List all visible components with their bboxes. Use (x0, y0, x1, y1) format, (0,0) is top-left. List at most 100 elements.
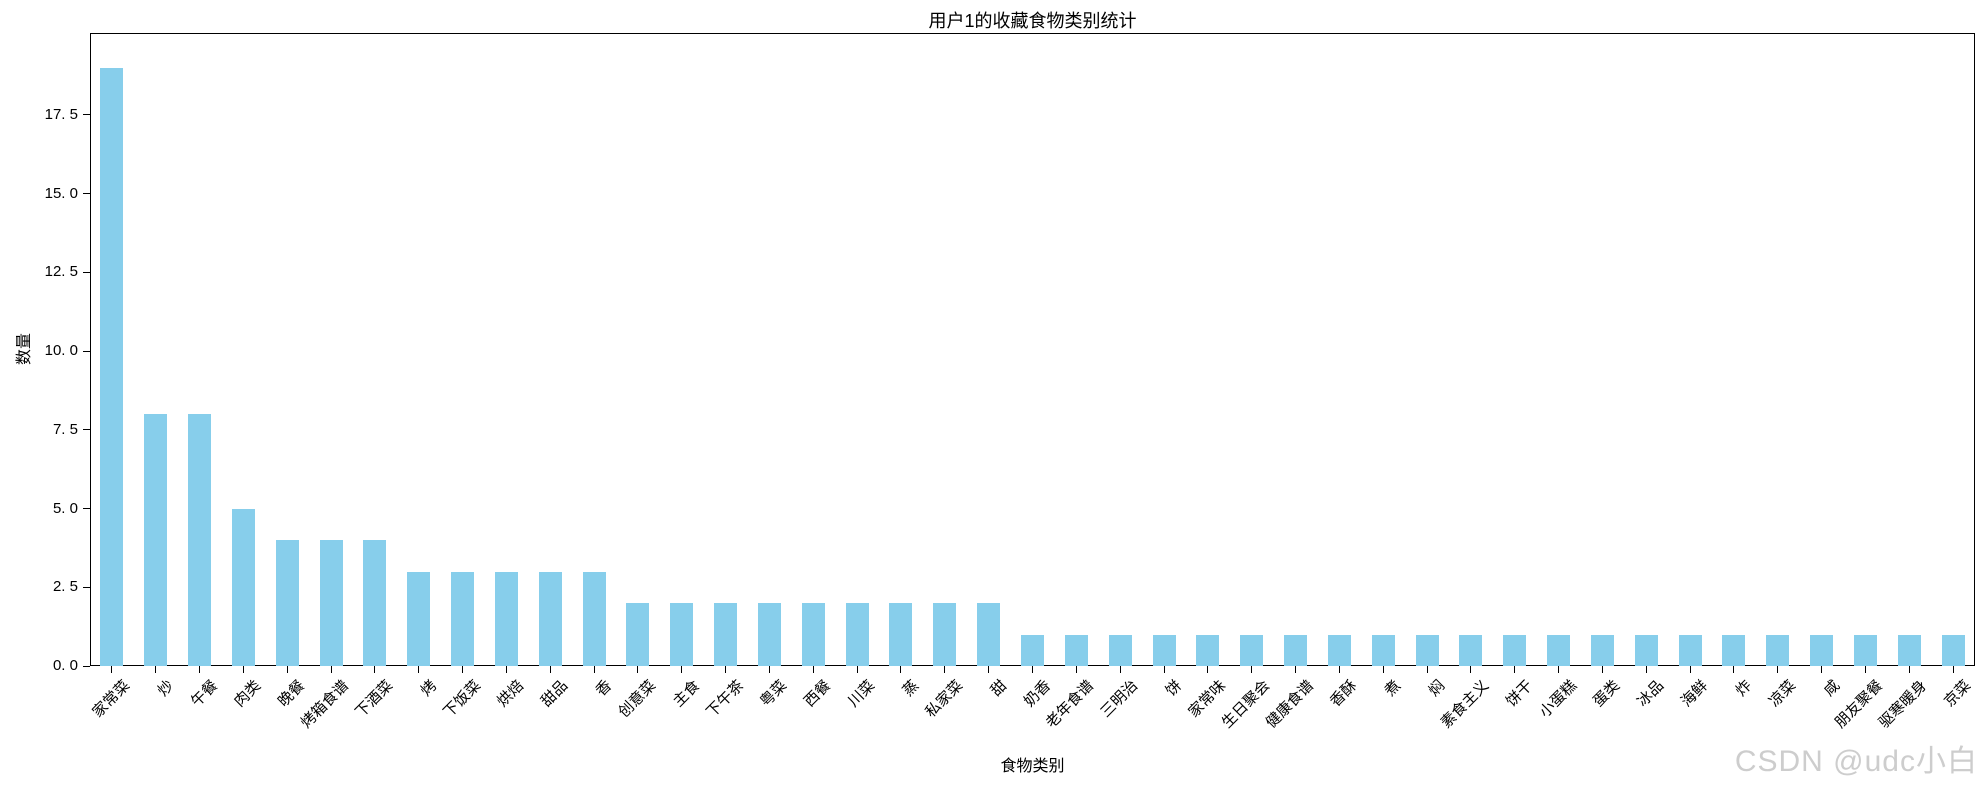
x-tick-label: 烤 (417, 677, 440, 700)
bar (1853, 634, 1877, 666)
x-tick-mark (1119, 666, 1121, 673)
x-tick-mark (944, 666, 946, 673)
bar (363, 540, 387, 666)
x-tick-mark (1382, 666, 1384, 673)
bar (1766, 634, 1790, 666)
bar (1021, 634, 1044, 666)
x-tick-label: 京菜 (1940, 677, 1975, 711)
x-tick-mark (549, 666, 551, 673)
y-tick-label: 7. 5 (52, 420, 78, 438)
x-tick-mark (330, 666, 332, 673)
x-tick-label: 香酥 (1327, 677, 1361, 711)
x-tick-mark (1295, 666, 1297, 673)
y-tick-mark (83, 271, 90, 273)
x-tick-label: 凉菜 (1765, 677, 1799, 711)
y-tick-label: 15. 0 (44, 184, 78, 202)
x-tick-mark (1207, 666, 1209, 673)
y-tick-mark (83, 508, 90, 510)
x-tick-label: 私家菜 (922, 677, 966, 721)
bar (1503, 634, 1527, 666)
bar (231, 508, 255, 666)
x-tick-mark (1558, 666, 1560, 673)
x-tick-mark (637, 666, 639, 673)
x-tick-label: 甜品 (538, 677, 572, 711)
y-tick-label: 0. 0 (52, 657, 78, 674)
y-tick-label: 5. 0 (52, 499, 78, 517)
x-tick-label: 炒 (154, 677, 177, 700)
x-tick-label: 午餐 (187, 677, 221, 711)
x-tick-label: 驱寒暖身 (1875, 677, 1931, 732)
y-tick-label: 10. 0 (44, 342, 78, 360)
bar (1064, 634, 1088, 666)
bar (1108, 634, 1132, 666)
bar (1810, 634, 1834, 666)
x-tick-mark (418, 666, 420, 673)
bar (319, 540, 343, 666)
bar (714, 603, 738, 666)
x-tick-mark (1426, 666, 1428, 673)
x-tick-mark (1733, 666, 1735, 673)
x-tick-label: 素食主义 (1437, 677, 1493, 732)
x-tick-label: 肉类 (231, 677, 265, 711)
x-tick-mark (462, 666, 464, 673)
bar (1722, 634, 1746, 666)
x-tick-mark (1514, 666, 1516, 673)
x-tick-label: 下午茶 (702, 677, 747, 721)
x-tick-mark (1601, 666, 1603, 673)
bar (1152, 634, 1176, 666)
x-tick-mark (812, 666, 814, 673)
x-tick-mark (1251, 666, 1253, 673)
x-tick-mark (1777, 666, 1779, 673)
x-tick-label: 蛋类 (1590, 677, 1624, 711)
x-tick-label: 下饭菜 (439, 677, 484, 721)
bar (626, 603, 650, 666)
x-tick-label: 蒸 (899, 677, 923, 700)
bar (100, 67, 124, 666)
y-tick-mark (83, 350, 90, 352)
x-tick-label: 海鲜 (1677, 677, 1712, 711)
x-tick-mark (1689, 666, 1691, 673)
x-tick-label: 炸 (1732, 677, 1756, 700)
x-tick-mark (725, 666, 727, 673)
x-tick-label: 健康食谱 (1262, 677, 1317, 732)
x-tick-label: 生日聚会 (1218, 677, 1273, 732)
bar (889, 603, 913, 666)
x-tick-label: 饼干 (1502, 677, 1536, 711)
x-tick-mark (111, 666, 113, 673)
x-tick-mark (1645, 666, 1647, 673)
x-tick-label: 焖 (1425, 677, 1449, 700)
x-tick-label: 晚餐 (275, 677, 309, 711)
x-tick-mark (199, 666, 201, 673)
y-tick-mark (83, 193, 90, 195)
x-axis-label: 食物类别 (1000, 758, 1065, 775)
bar (1590, 634, 1614, 666)
bar (1327, 634, 1351, 666)
y-tick-label: 17. 5 (44, 105, 78, 123)
bar (1678, 634, 1702, 666)
x-tick-label: 三明治 (1097, 677, 1142, 721)
bar (801, 603, 825, 666)
x-tick-mark (1470, 666, 1472, 673)
bar (1897, 634, 1921, 666)
x-tick-mark (242, 666, 244, 673)
x-tick-mark (1864, 666, 1866, 673)
x-tick-mark (593, 666, 595, 673)
x-tick-label: 西餐 (801, 677, 835, 711)
bar (1634, 634, 1658, 666)
x-tick-mark (286, 666, 288, 673)
x-tick-mark (1163, 666, 1165, 673)
x-tick-label: 咸 (1820, 677, 1843, 700)
bar (1240, 634, 1264, 666)
bar (933, 603, 957, 666)
x-tick-mark (505, 666, 507, 673)
x-tick-label: 烘焙 (494, 677, 528, 711)
x-tick-label: 创意菜 (615, 677, 660, 721)
bar (1284, 634, 1308, 666)
bar (1547, 634, 1571, 666)
x-tick-label: 饼 (1162, 677, 1186, 700)
x-tick-mark (374, 666, 376, 673)
y-tick-mark (83, 665, 90, 667)
x-tick-mark (1821, 666, 1823, 673)
x-tick-label: 甜 (987, 677, 1010, 700)
